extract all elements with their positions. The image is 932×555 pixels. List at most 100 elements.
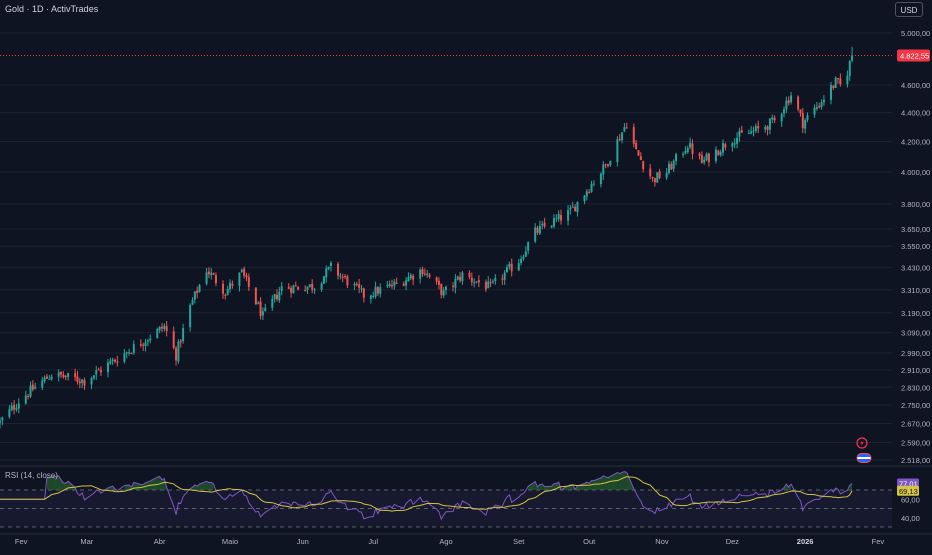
price-tick-label: 2.590,00 [901, 438, 930, 447]
candle-body [473, 282, 476, 284]
rsi-indicator-title[interactable]: RSI (14, close) [5, 471, 58, 480]
candle-body [388, 283, 391, 287]
candle-body [686, 148, 689, 153]
candle-body [668, 163, 670, 174]
candle-body [207, 271, 210, 275]
candle-body [123, 353, 126, 362]
candle-body [337, 263, 340, 276]
candle-body [787, 100, 790, 104]
rsi-tick-label: 60,00 [901, 495, 920, 504]
candle-body [76, 376, 79, 382]
candle-body [839, 78, 842, 85]
chart-icons[interactable] [856, 437, 872, 463]
candle-body [41, 380, 44, 388]
time-axis[interactable]: Fev Mar Abr Maio Jun Jul Ago Set Out Nov Dez 2026 Fe… [15, 537, 885, 546]
candlestick-series [0, 46, 892, 429]
candle-body [238, 272, 241, 286]
time-tick-label: Fev [15, 537, 28, 546]
candle-body [395, 282, 398, 284]
candle-body [329, 262, 332, 267]
candle-body [50, 376, 53, 380]
price-tick-label: 3.190,00 [901, 309, 930, 318]
rsi-overbought-fill [607, 476, 611, 490]
price-tick-label: 4.200,00 [901, 138, 930, 147]
candle-body [278, 292, 281, 301]
rsi-overbought-fill [208, 482, 212, 490]
candle-body [682, 153, 685, 155]
candle-body [226, 288, 229, 295]
candle-body [527, 242, 530, 251]
candle-body [621, 132, 624, 141]
lightning-icon[interactable] [856, 437, 868, 449]
candle-body [653, 178, 656, 183]
candle-body [590, 183, 593, 192]
candle-body [618, 138, 621, 141]
candle-body [834, 77, 837, 88]
candle-body [585, 191, 588, 197]
candle-body [128, 352, 131, 354]
candle-body [308, 284, 311, 287]
candle-body [60, 371, 63, 375]
time-tick-label: 2026 [797, 537, 814, 546]
candle-body [109, 360, 112, 364]
candle-body [376, 287, 379, 294]
price-tick-label: 2.518,00 [901, 456, 930, 465]
rsi-overbought-fill [197, 484, 200, 490]
candle-body [560, 214, 563, 221]
candle-body [665, 172, 668, 178]
candle-body [766, 126, 769, 130]
candle-body [64, 375, 67, 378]
candle-body [146, 340, 149, 342]
candle-body [574, 206, 577, 212]
candle-body [297, 286, 300, 290]
candle-body [212, 273, 215, 275]
candle-body [740, 130, 743, 133]
candle-body [205, 272, 208, 284]
candle-body [412, 275, 415, 280]
candle-body [97, 369, 100, 371]
candle-body [616, 139, 619, 162]
candle-body [771, 117, 774, 120]
rsi-overbought-fill [586, 482, 590, 490]
candle-body [780, 113, 783, 122]
candle-body [705, 154, 708, 161]
candle-body [346, 276, 349, 286]
candle-body [261, 311, 264, 316]
candle-body [48, 378, 51, 380]
candle-body [15, 408, 18, 410]
candle-body [764, 127, 767, 130]
symbol-title[interactable]: Gold · 1D · ActivTrades [5, 4, 99, 14]
candle-body [642, 161, 645, 170]
rsi-overbought-fill [126, 485, 130, 490]
candle-body [714, 149, 717, 162]
candle-body [29, 385, 32, 397]
candle-body [461, 272, 464, 282]
last-price-label: 4.822,55 [900, 51, 929, 60]
candle-body [733, 143, 736, 145]
candle-body [10, 405, 13, 411]
price-axis[interactable]: 5.000,00 4.600,00 4.400,00 4.200,00 4.000,00… [897, 29, 930, 523]
candle-body [806, 115, 809, 120]
candle-body [719, 152, 722, 155]
candle-body [773, 117, 776, 121]
candle-body [254, 287, 257, 305]
candle-body [569, 207, 572, 210]
candle-body [428, 274, 431, 277]
price-tick-label: 3.430,00 [901, 264, 930, 273]
candle-body [158, 326, 161, 331]
candle-body [294, 285, 297, 287]
candle-body [602, 164, 605, 175]
currency-button[interactable]: USD [895, 2, 923, 17]
candle-body [247, 277, 250, 287]
candle-body [386, 285, 389, 287]
flag-icon[interactable] [856, 453, 872, 463]
candle-body [799, 109, 802, 114]
candle-body [163, 325, 166, 329]
candle-body [552, 218, 555, 227]
candle-body [130, 353, 133, 355]
candle-body [341, 276, 344, 278]
candle-body [13, 404, 16, 410]
candle-body [45, 376, 48, 379]
